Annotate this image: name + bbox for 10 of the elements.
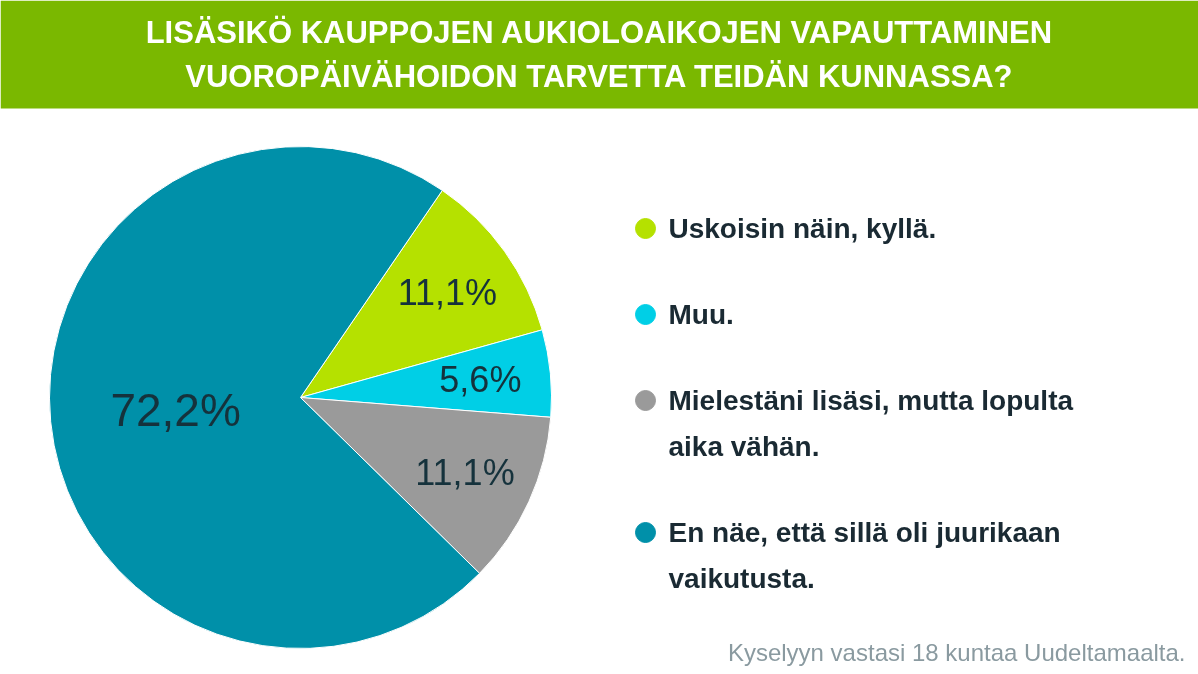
legend-label: Mielestäni lisäsi, mutta lopulta aika vähän.	[668, 385, 1074, 462]
data-label: 5,6%	[439, 359, 522, 401]
legend-label: Uskoisin näin, kyllä.	[668, 213, 937, 244]
legend-label: En näe, että sillä oli juurikaan vaikutusta.	[668, 517, 1061, 594]
data-label: 11,1%	[397, 271, 498, 313]
text: Kyselyyn vastasi 18 kuntaa Uudeltamaalta.	[727, 639, 1186, 666]
legend-label: Muu.	[668, 299, 734, 330]
data-label: 72,2%	[110, 383, 241, 436]
data-label: 11,1%	[415, 451, 515, 493]
chart-title: LISÄSIKÖ KAUPPOJEN AUKIOLOAIKOJEN VAPAUTTAMINEN VUOROPÄIVÄHOIDON TARVETTA TEIDÄN KUNNASSA?	[145, 15, 1053, 94]
